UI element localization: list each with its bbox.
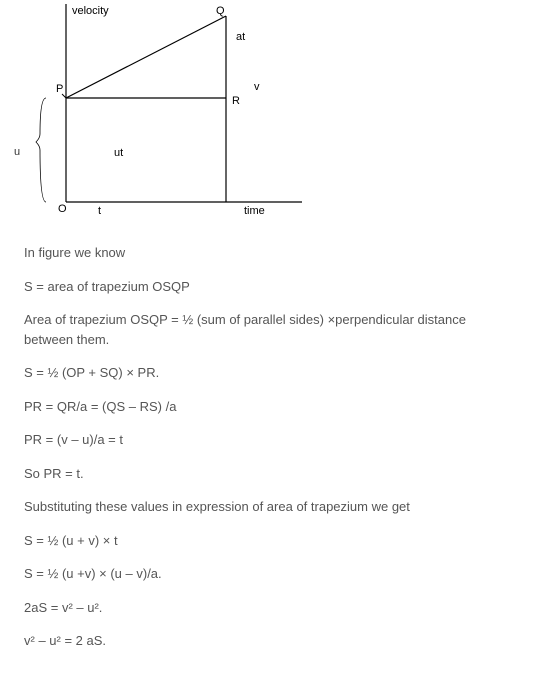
text-line-6: PR = (v – u)/a = t [24,430,513,450]
derivation-text: In figure we know S = area of trapezium … [0,227,533,685]
text-line-8: Substituting these values in expression … [24,497,513,517]
label-time: time [244,205,265,217]
velocity-time-graph: u velocity Q at v P R ut O t time [0,0,533,227]
label-u: u [14,146,20,158]
text-line-2: S = area of trapezium OSQP [24,277,513,297]
label-P: P [56,83,63,95]
label-Q: Q [216,5,225,17]
label-O: O [58,203,67,215]
label-ut: ut [114,147,123,159]
text-line-1: In figure we know [24,243,513,263]
text-line-3: Area of trapezium OSQP = ½ (sum of paral… [24,310,513,349]
text-line-10: S = ½ (u +v) × (u – v)/a. [24,564,513,584]
label-at: at [236,31,245,43]
label-v: v [254,81,260,93]
text-line-7: So PR = t. [24,464,513,484]
text-line-9: S = ½ (u + v) × t [24,531,513,551]
text-line-4: S = ½ (OP + SQ) × PR. [24,363,513,383]
text-line-5: PR = QR/a = (QS – RS) /a [24,397,513,417]
text-line-11: 2aS = v² – u². [24,598,513,618]
label-t: t [98,205,101,217]
label-velocity: velocity [72,5,109,17]
graph-svg: velocity Q at v P R ut O t time [32,4,322,224]
text-line-12: v² – u² = 2 aS. [24,631,513,651]
label-R: R [232,95,240,107]
